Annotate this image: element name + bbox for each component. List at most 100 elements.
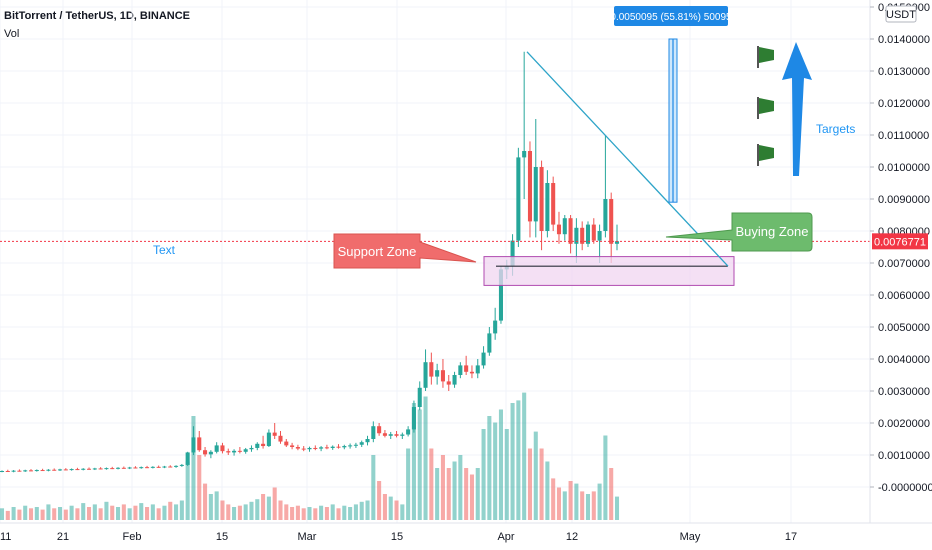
price-tick-label: 0.0040000 xyxy=(878,354,930,366)
volume-bar xyxy=(336,508,341,520)
candle-body xyxy=(313,447,318,449)
volume-bar xyxy=(475,468,480,520)
volume-bar xyxy=(266,496,271,520)
volume-bar xyxy=(545,461,550,520)
volume-bar xyxy=(330,504,335,520)
volume-bar xyxy=(11,507,16,520)
volume-bar xyxy=(127,508,132,520)
buying-zone-label: Buying Zone xyxy=(736,224,809,239)
candle-body xyxy=(359,442,364,445)
volume-bar xyxy=(214,491,219,520)
volume-bar xyxy=(23,505,28,520)
volume-bar xyxy=(394,500,399,520)
price-axis[interactable]: 0.01500000.01400000.01300000.01200000.01… xyxy=(869,0,932,523)
volume-bar xyxy=(86,507,92,520)
volume-bar xyxy=(585,494,591,520)
volume-bar xyxy=(388,496,393,520)
candle-body xyxy=(423,362,428,388)
volume-bar xyxy=(237,505,242,520)
candle-body xyxy=(585,224,591,244)
volume-bar xyxy=(34,507,39,520)
volume-bar xyxy=(52,508,57,520)
candle-body xyxy=(63,469,68,471)
time-axis[interactable]: 11 21 Feb 15 Mar 15 Apr 12 May 17 xyxy=(0,531,797,543)
candle-body xyxy=(145,467,150,469)
candle-body xyxy=(34,470,39,472)
candle-body xyxy=(162,466,167,468)
up-arrow-icon[interactable] xyxy=(782,42,812,176)
time-tick-label: Apr xyxy=(497,531,514,543)
candle-body xyxy=(527,151,533,222)
volume-bar xyxy=(284,504,289,520)
buying-zone-callout[interactable] xyxy=(665,212,813,252)
candle-body xyxy=(568,218,573,244)
candle-body xyxy=(75,469,80,471)
candle-body xyxy=(295,447,300,449)
candle-body xyxy=(336,446,341,448)
support-zone[interactable] xyxy=(483,256,735,286)
volume-bar xyxy=(446,468,451,520)
descending-trendline[interactable] xyxy=(526,51,729,267)
current-price-label: 0.0076771 xyxy=(874,236,926,248)
candle-body xyxy=(17,470,22,472)
time-tick-label: 21 xyxy=(57,531,69,543)
candle-body xyxy=(382,433,387,436)
candle-body xyxy=(394,434,399,436)
volume-bar xyxy=(527,448,533,520)
targets-label: Targets xyxy=(816,122,855,136)
volume-bar xyxy=(510,403,515,520)
candle-body xyxy=(121,467,126,469)
volume-bar xyxy=(435,468,440,520)
candle-body xyxy=(139,467,144,469)
candle-body xyxy=(127,467,132,469)
candle-body xyxy=(516,157,521,241)
volume-bar xyxy=(197,455,202,520)
currency-badge[interactable] xyxy=(885,5,917,23)
volume-bar xyxy=(464,468,469,520)
volume-bar xyxy=(551,478,556,520)
volume-bar xyxy=(307,507,312,520)
volume-bar xyxy=(69,505,74,520)
volume-bar xyxy=(469,474,474,520)
volume-bar xyxy=(220,500,225,520)
volume-bar xyxy=(150,504,155,520)
volume-bar xyxy=(28,508,34,520)
volume-bar xyxy=(522,392,527,520)
volume-bar xyxy=(411,403,416,520)
current-price-badge xyxy=(872,233,928,250)
price-tick-label: -0.0000000 xyxy=(878,482,932,494)
candle-body xyxy=(179,464,184,466)
candle-body xyxy=(440,370,445,382)
price-tick-label: 0.0050000 xyxy=(878,322,930,334)
candle-body xyxy=(278,435,283,442)
candle-body xyxy=(81,468,86,470)
candle-body xyxy=(214,445,219,452)
candle-body xyxy=(46,469,51,471)
candle-body xyxy=(319,447,324,449)
candle-body xyxy=(597,231,602,241)
volume-bar xyxy=(614,496,620,520)
candle-body xyxy=(429,362,434,377)
support-zone-callout[interactable] xyxy=(333,233,477,269)
volume-bar xyxy=(603,435,608,520)
candle-body xyxy=(28,470,34,472)
volume-bar xyxy=(57,507,63,520)
candle-body xyxy=(203,450,208,455)
volume-bar xyxy=(174,504,179,520)
volume-bar xyxy=(591,491,596,520)
price-tick-label: 0.0090000 xyxy=(878,194,930,206)
candle-body xyxy=(168,466,173,468)
volume-bar xyxy=(580,491,585,520)
time-tick-label: Feb xyxy=(123,531,142,543)
time-tick-label: Mar xyxy=(298,531,317,543)
volume-bars xyxy=(0,392,620,520)
free-text-annotation[interactable]: Text xyxy=(153,243,176,257)
candle-body xyxy=(255,443,260,448)
volume-bar xyxy=(278,500,283,520)
volume-bar xyxy=(290,507,295,520)
volume-bar xyxy=(40,509,45,520)
measure-label: 0.0050095 (55.81%) 50095 xyxy=(610,12,732,23)
volume-bar xyxy=(533,431,538,520)
time-tick-label: 12 xyxy=(566,531,578,543)
